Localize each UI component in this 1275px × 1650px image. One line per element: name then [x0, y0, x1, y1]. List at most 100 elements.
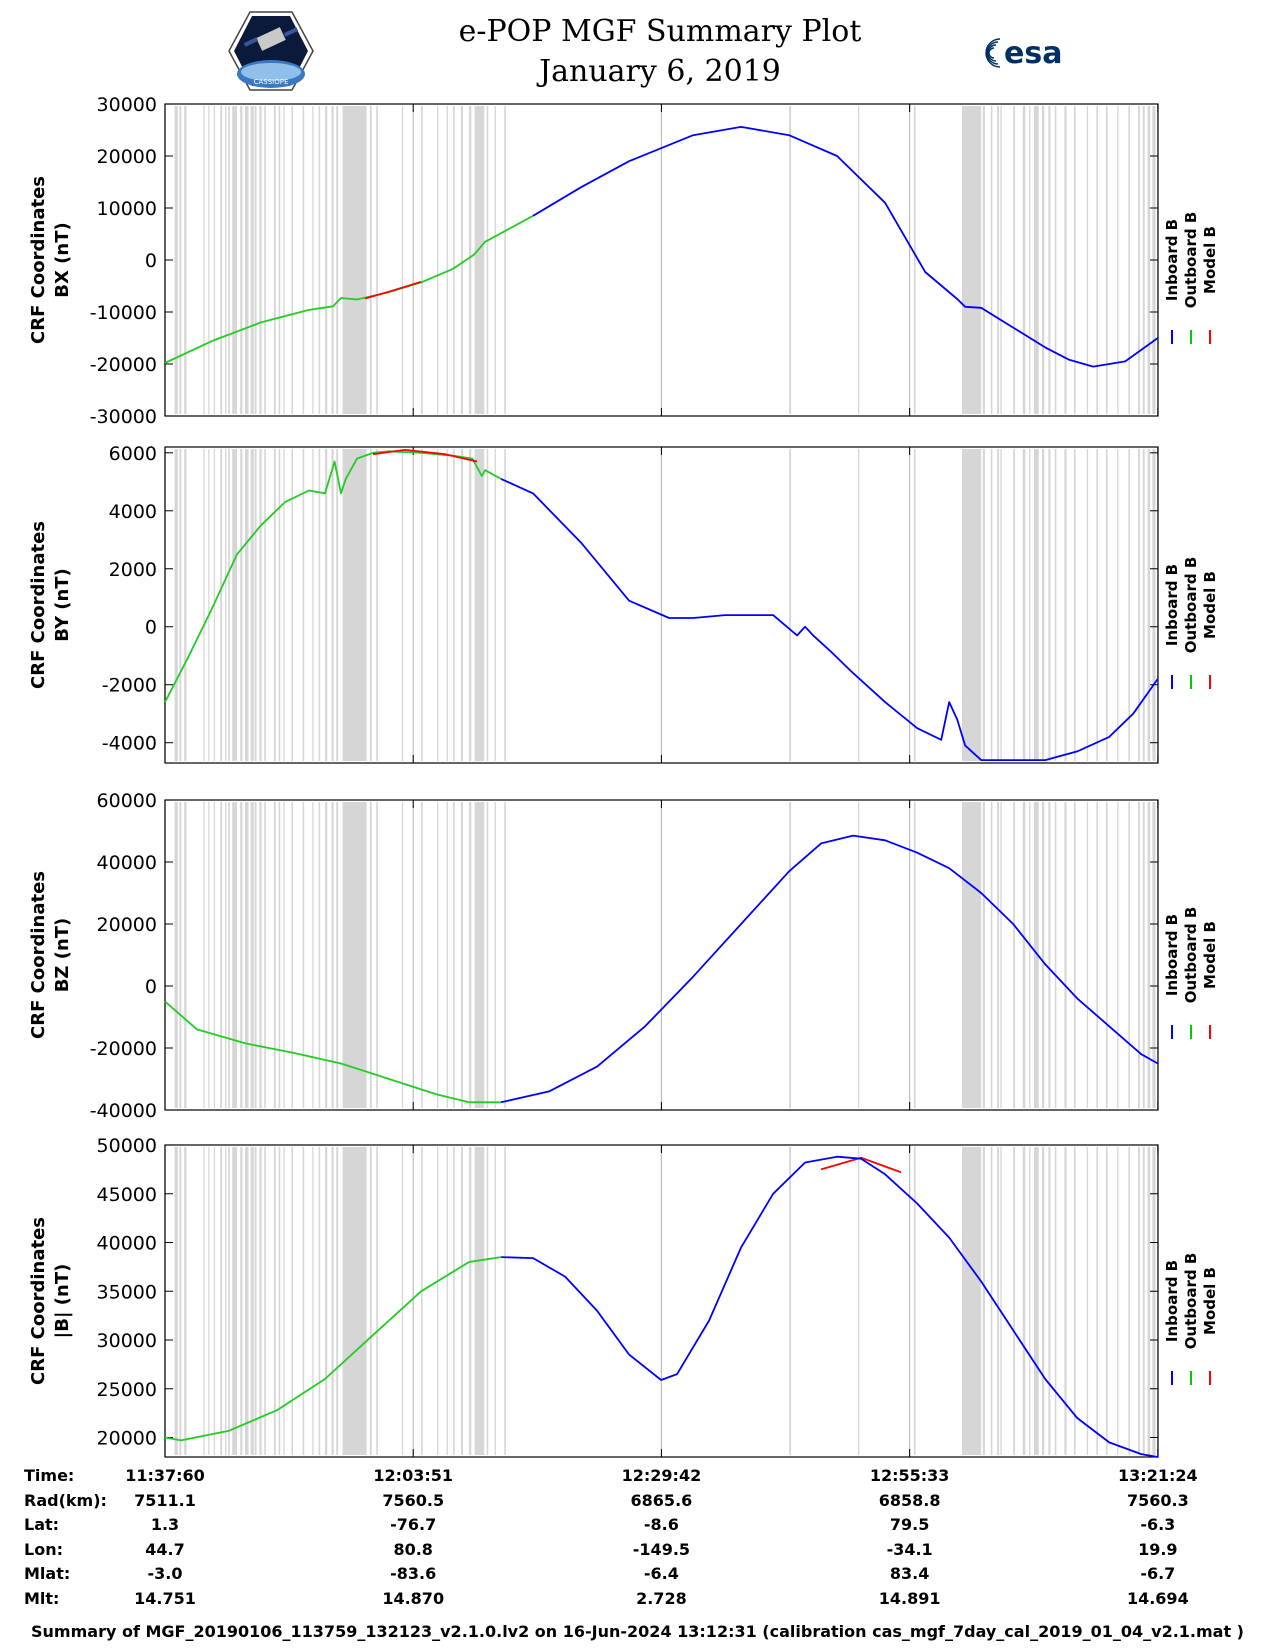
- gap-band: [325, 802, 328, 1108]
- gap-band: [283, 1147, 285, 1455]
- table-row-label: Rad(km):: [24, 1490, 107, 1510]
- gap-band: [1022, 106, 1026, 414]
- y-tick-label: -2000: [102, 675, 157, 697]
- gap-band: [446, 1147, 448, 1455]
- gap-band: [318, 106, 321, 414]
- gap-band: [1000, 802, 1002, 1108]
- gap-band: [1013, 802, 1016, 1108]
- gap-band: [1064, 1147, 1067, 1455]
- gap-band: [179, 802, 182, 1108]
- legend-label: Model B: [1201, 571, 1219, 639]
- gap-band: [486, 802, 489, 1108]
- gap-band: [232, 449, 238, 761]
- table-cell: 80.8: [393, 1539, 433, 1559]
- panel-by: -4000 -2000 0 2000 4000 6000 CRF Coordinates BY…: [28, 443, 1219, 764]
- y-axis-label: CRF Coordinates BZ (nT): [28, 871, 73, 1039]
- y-tick-label: 6000: [109, 443, 157, 465]
- gap-band: [179, 106, 182, 414]
- table-cell: -6.7: [1140, 1564, 1176, 1583]
- gap-band: [401, 449, 404, 761]
- gap-band: [1086, 449, 1089, 761]
- table-cell: 6858.8: [878, 1490, 941, 1510]
- legend-label: Model B: [1201, 1267, 1219, 1335]
- gap-band: [486, 1147, 489, 1455]
- gap-band: [203, 802, 205, 1108]
- series-outboard-b: [164, 1256, 502, 1442]
- gap-band: [273, 106, 276, 414]
- y-axis-label-line2: BZ (nT): [52, 918, 73, 993]
- gap-band: [1137, 1147, 1140, 1455]
- gap-band: [318, 449, 321, 761]
- gap-band: [184, 802, 187, 1108]
- y-tick-label: 20000: [97, 914, 157, 936]
- gap-band: [789, 802, 792, 1108]
- plot-title: e-POP MGF Summary Plot: [458, 14, 862, 49]
- gap-band: [1048, 802, 1051, 1108]
- y-tick-label: 0: [145, 617, 157, 639]
- y-tick-label: 30000: [97, 94, 157, 116]
- gap-band: [1086, 802, 1089, 1108]
- y-tick-label: 4000: [109, 501, 157, 523]
- gap-band: [421, 802, 423, 1108]
- gap-band: [228, 802, 230, 1108]
- gap-band: [961, 106, 982, 414]
- gap-band: [1029, 449, 1031, 761]
- table-cell: 14.870: [382, 1588, 445, 1608]
- gap-band: [1128, 449, 1130, 761]
- gap-band: [325, 1147, 328, 1455]
- gap-band: [220, 106, 223, 414]
- gap-band: [213, 802, 216, 1108]
- series-inboard-b: [532, 126, 1159, 368]
- gap-band: [1117, 802, 1119, 1108]
- panel-bz: -40000 -20000 0 20000 40000 60000 CRF Coordina…: [28, 790, 1219, 1122]
- gap-band: [1142, 106, 1145, 414]
- gap-band: [1128, 106, 1130, 414]
- legend-label: Outboard B: [1182, 557, 1200, 654]
- table-cell: 83.4: [889, 1564, 930, 1583]
- gap-band: [961, 449, 982, 761]
- gap-band: [1064, 802, 1067, 1108]
- gap-band: [474, 449, 485, 761]
- y-tick-label: -20000: [90, 1038, 157, 1060]
- gap-band: [220, 1147, 223, 1455]
- plot-date: January 6, 2019: [539, 54, 781, 89]
- table-cell: 11:37:60: [125, 1466, 205, 1485]
- gap-band: [857, 106, 860, 414]
- gap-band: [254, 449, 257, 761]
- gap-band: [789, 449, 792, 761]
- gap-band: [174, 1147, 178, 1455]
- gap-band: [421, 106, 423, 414]
- gap-band: [291, 802, 294, 1108]
- gap-band: [789, 1147, 792, 1455]
- gap-band: [913, 106, 916, 414]
- gap-band: [208, 1147, 210, 1455]
- gap-band: [232, 106, 238, 414]
- gap-band: [1000, 1147, 1002, 1455]
- gap-band: [331, 449, 334, 761]
- table-cell: 1.3: [150, 1515, 180, 1534]
- gap-band: [504, 802, 506, 1108]
- gap-band: [437, 802, 439, 1108]
- gap-band: [446, 802, 448, 1108]
- gap-band: [1152, 1147, 1156, 1455]
- y-tick-label: -40000: [90, 1100, 157, 1122]
- gap-band: [259, 449, 262, 761]
- gap-band: [913, 1147, 916, 1455]
- gap-band: [1041, 449, 1045, 761]
- gap-band: [273, 1147, 276, 1455]
- gap-band: [1000, 106, 1002, 414]
- y-tick-label: 2000: [109, 559, 157, 581]
- gap-band: [469, 449, 472, 761]
- table-cell: 12:29:42: [621, 1466, 702, 1485]
- gap-band: [369, 1147, 372, 1455]
- gap-band: [437, 106, 439, 414]
- gap-band: [336, 106, 339, 414]
- gap-band: [1117, 449, 1119, 761]
- gap-band: [1022, 802, 1026, 1108]
- gap-band: [1096, 449, 1098, 761]
- y-axis-label-line1: CRF Coordinates: [28, 521, 49, 689]
- gap-band: [1029, 802, 1031, 1108]
- gap-band: [504, 449, 506, 761]
- gap-band: [1073, 802, 1076, 1108]
- gap-band: [504, 1147, 506, 1455]
